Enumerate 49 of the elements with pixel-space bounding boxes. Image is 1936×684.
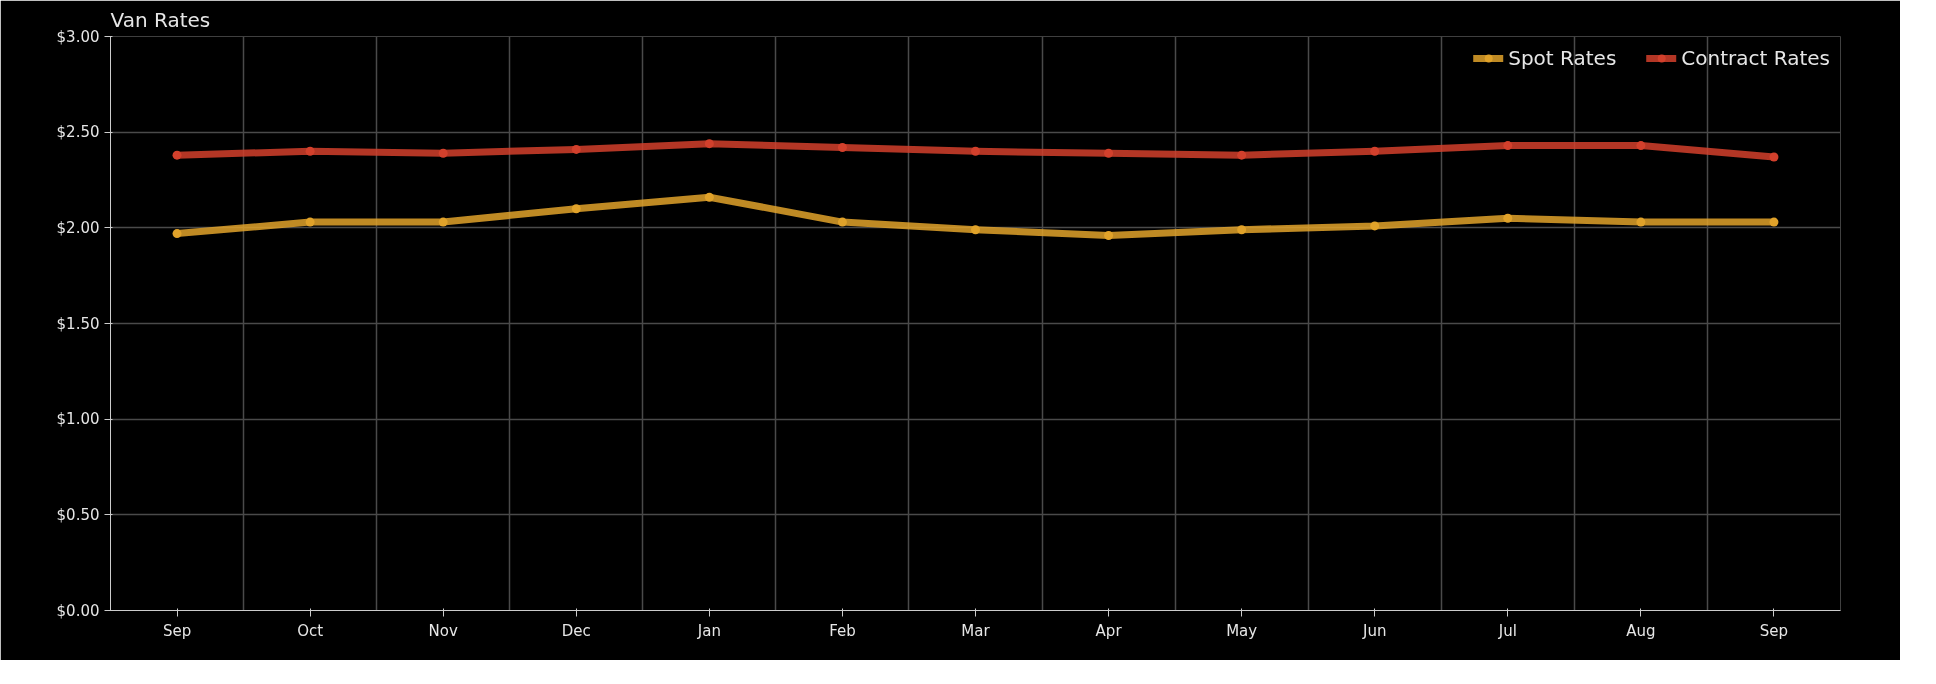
y-tick-label: $0.00: [56, 601, 100, 620]
point: [971, 146, 980, 156]
point: [1503, 213, 1513, 223]
point: [1636, 141, 1646, 151]
x-tick-label: Jul: [1497, 621, 1517, 640]
x-tick-label: May: [1226, 621, 1258, 640]
y-tick-label: $3.00: [56, 27, 100, 46]
x-tick-label: Nov: [428, 621, 458, 640]
point: [1769, 152, 1779, 162]
point: [704, 139, 714, 149]
x-tick-label: Feb: [829, 621, 856, 640]
point: [172, 150, 182, 160]
point: [837, 142, 847, 152]
point: [172, 229, 182, 239]
point: [1104, 231, 1114, 240]
legend-label: Spot Rates: [1508, 46, 1617, 70]
point: [704, 192, 714, 202]
point: [837, 217, 847, 227]
x-tick-label: Jun: [1362, 621, 1387, 640]
point: [571, 204, 581, 214]
point: [1370, 146, 1380, 156]
point: [971, 225, 980, 235]
point: [305, 217, 315, 227]
x-tick-label: Apr: [1095, 621, 1123, 640]
point: [1769, 217, 1779, 227]
chart-title: Van Rates: [110, 7, 211, 32]
y-tick-label: $0.50: [56, 505, 100, 524]
point: [1104, 148, 1114, 158]
x-tick-label: Sep: [162, 621, 192, 640]
x-tick-label: Mar: [961, 621, 991, 640]
x-tick-label: Dec: [561, 621, 591, 640]
point: [438, 217, 448, 227]
point: [305, 146, 315, 156]
point: [1503, 141, 1513, 151]
point: [571, 144, 581, 154]
y-tick-label: $1.00: [56, 410, 100, 429]
x-tick-label: Jan: [696, 621, 721, 640]
point: [1370, 221, 1380, 231]
x-tick-label: Sep: [1759, 621, 1789, 640]
y-tick-label: $1.50: [56, 314, 100, 333]
x-tick-label: Oct: [297, 621, 324, 640]
y-tick-label: $2.50: [56, 123, 100, 142]
point: [1237, 225, 1247, 235]
x-tick-label: Aug: [1626, 621, 1656, 640]
point: [438, 148, 448, 158]
y-tick-label: $2.00: [56, 218, 100, 237]
point: [1237, 150, 1247, 160]
point: [1636, 217, 1646, 227]
legend-label: Contract Rates: [1681, 46, 1830, 70]
